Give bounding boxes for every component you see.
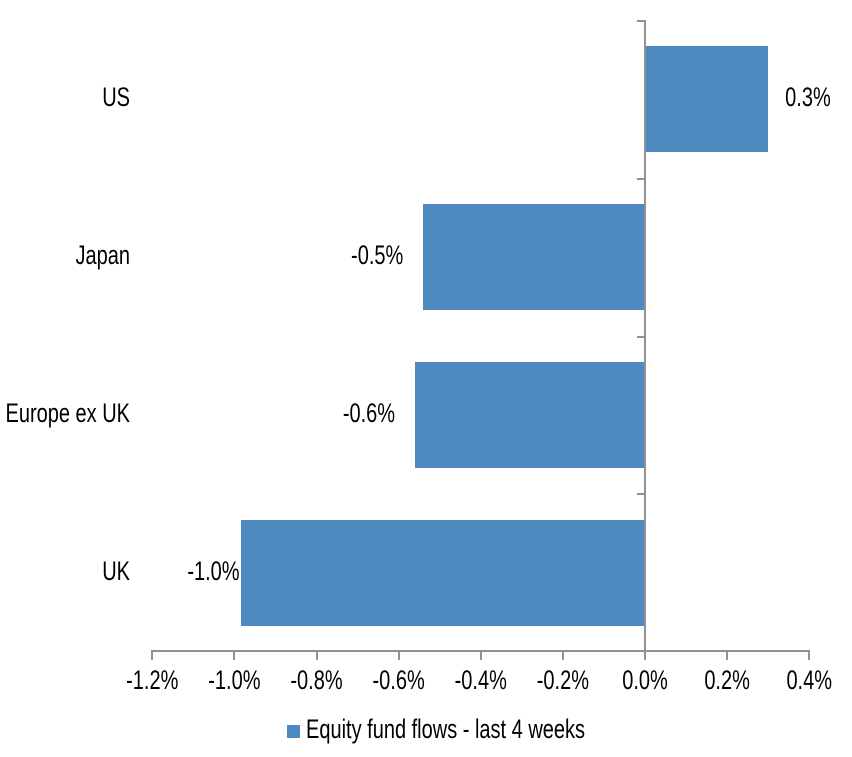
legend-label: Equity fund flows - last 4 weeks (306, 715, 586, 745)
x-axis-tick (808, 650, 811, 660)
bar-us (645, 46, 769, 152)
x-axis-tick (479, 650, 482, 660)
x-axis-tick-label: -0.4% (454, 666, 507, 696)
x-axis-tick (397, 650, 400, 660)
x-axis-tick (315, 650, 318, 660)
legend-marker-icon (287, 725, 300, 738)
x-axis-tick-label: -0.8% (290, 666, 343, 696)
value-label: -0.5% (351, 241, 404, 271)
x-axis-tick-label: 0.0% (622, 666, 668, 696)
zero-axis-tick (637, 493, 645, 496)
category-label: Europe ex UK (5, 399, 130, 429)
bar-uk (240, 520, 645, 626)
x-axis-tick-label: 0.4% (786, 666, 833, 696)
zero-axis-tick (637, 177, 645, 180)
category-label: UK (102, 557, 130, 587)
value-label: -1.0% (187, 557, 240, 587)
x-axis-tick (726, 650, 729, 660)
zero-axis-tick (637, 20, 645, 22)
x-axis-tick-label: -0.6% (372, 666, 425, 696)
value-label: -0.6% (342, 399, 396, 429)
value-label: 0.3% (785, 83, 831, 113)
x-axis-tick-label: 0.2% (704, 666, 750, 696)
bar-japan (423, 204, 645, 310)
x-axis-tick (644, 650, 646, 660)
x-axis-tick-label: -1.2% (126, 666, 179, 696)
x-axis-tick (561, 650, 564, 660)
x-axis-tick (233, 650, 236, 660)
category-label: US (102, 83, 130, 113)
x-axis-tick-label: -0.2% (536, 666, 589, 696)
bar-europe-ex-uk (415, 362, 645, 468)
zero-axis-line (644, 20, 646, 660)
x-axis-tick (151, 650, 154, 660)
x-axis-tick-label: -1.0% (208, 666, 261, 696)
zero-axis-tick (637, 335, 645, 338)
category-label: Japan (75, 241, 131, 271)
